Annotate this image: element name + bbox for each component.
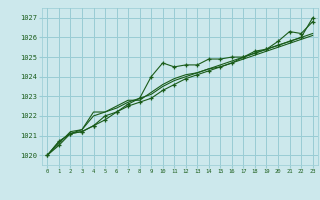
Text: Graphe pression niveau de la mer (hPa): Graphe pression niveau de la mer (hPa)	[65, 180, 255, 189]
